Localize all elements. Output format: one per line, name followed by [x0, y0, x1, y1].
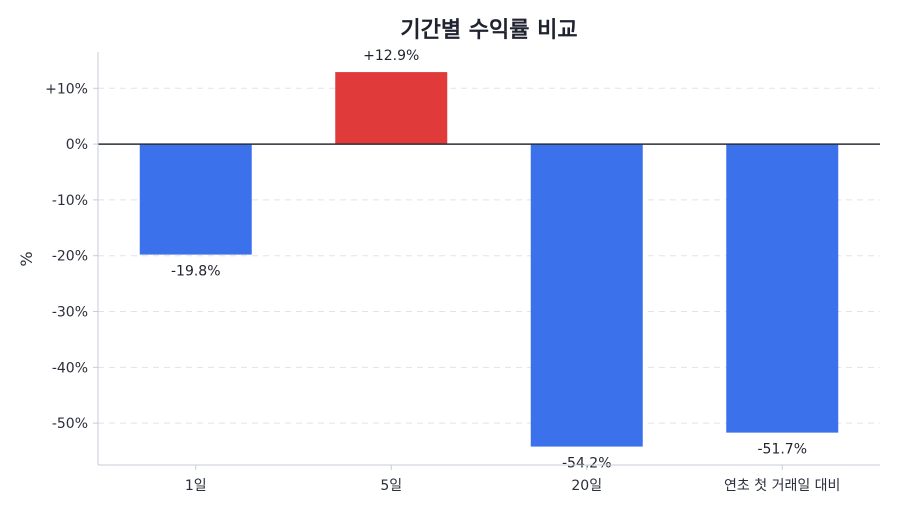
x-tick-label: 1일: [185, 478, 207, 494]
data-label: -51.7%: [757, 442, 807, 458]
y-tick-label: -20%: [52, 249, 88, 265]
y-tick-label: 0%: [66, 137, 88, 153]
data-label: -19.8%: [171, 264, 221, 280]
bar: [530, 144, 643, 447]
y-tick-label: -30%: [52, 305, 88, 321]
axes: +10% 0% -10% -20% -30% -40% -50% 1일 5일 20일 연초 첫 거래…: [45, 52, 880, 494]
y-axis-label: %: [17, 251, 36, 266]
data-label: +12.9%: [363, 48, 419, 64]
y-tick-label: -10%: [52, 193, 88, 209]
x-tick-label: 연초 첫 거래일 대비: [724, 478, 840, 494]
data-labels: -19.8% +12.9% -54.2% -51.7%: [171, 48, 807, 471]
y-tick-label: -50%: [52, 416, 88, 432]
bar: [139, 144, 252, 255]
y-tick-label: +10%: [45, 81, 88, 97]
y-tick-label: -40%: [52, 360, 88, 376]
chart-title: 기간별 수익률 비교: [400, 18, 577, 43]
x-tick-label: 5일: [380, 478, 402, 494]
bars: [139, 72, 839, 447]
x-tick-label: 20일: [571, 478, 602, 494]
bar: [335, 72, 448, 145]
bar: [726, 144, 839, 433]
data-label: -54.2%: [562, 456, 612, 472]
